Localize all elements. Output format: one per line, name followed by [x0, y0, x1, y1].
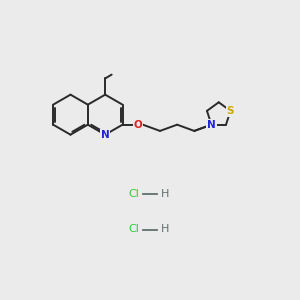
- Text: H: H: [161, 189, 170, 199]
- Text: N: N: [207, 120, 216, 130]
- Text: Cl: Cl: [129, 224, 140, 235]
- Text: S: S: [227, 106, 234, 116]
- Text: N: N: [101, 130, 110, 140]
- Text: Cl: Cl: [129, 189, 140, 199]
- Text: O: O: [134, 120, 142, 130]
- Text: H: H: [161, 224, 170, 235]
